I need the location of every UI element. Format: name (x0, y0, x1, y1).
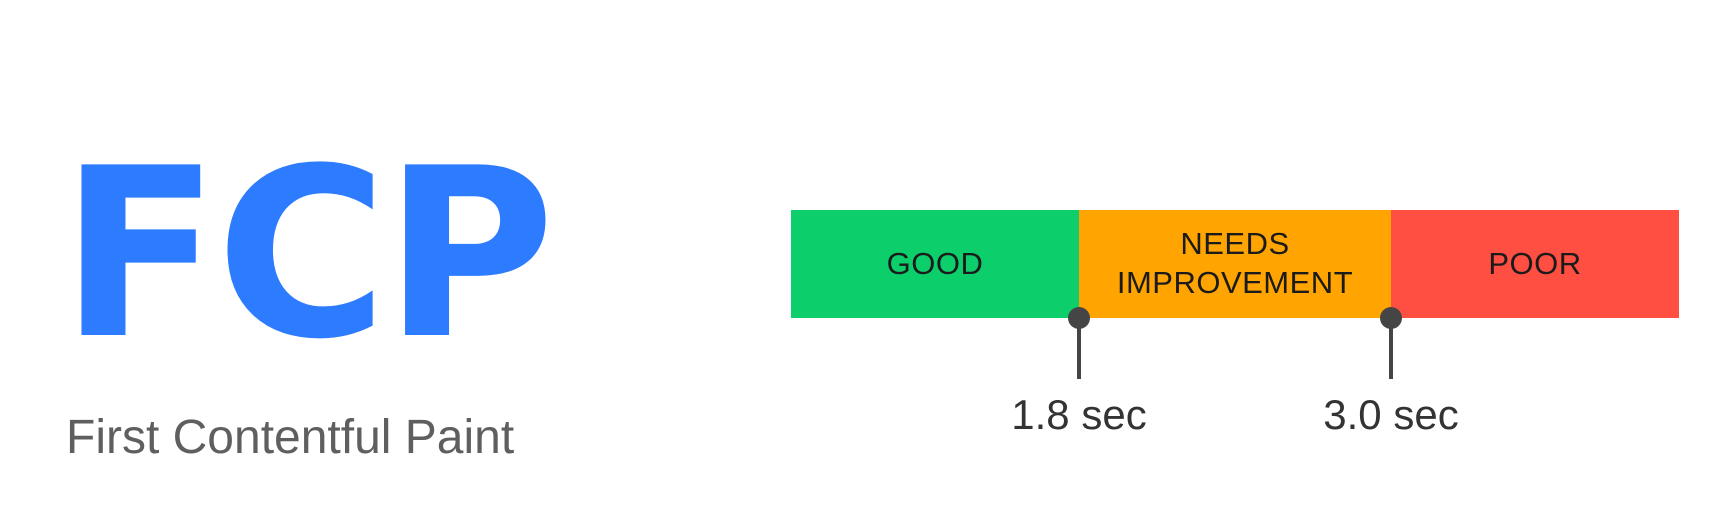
threshold-marker-2-label: 3.0 sec (1323, 391, 1459, 438)
segment-poor: POOR (1391, 210, 1679, 318)
segment-good-label: GOOD (886, 245, 984, 281)
metric-acronym: FCP (60, 119, 555, 391)
segment-good: GOOD (791, 210, 1079, 318)
segment-needs-improvement: NEEDS IMPROVEMENT (1079, 210, 1391, 318)
segment-needs-improvement-label-line-2: IMPROVEMENT (1116, 265, 1354, 300)
metric-full-name: First Contentful Paint (66, 411, 515, 464)
threshold-scale-bar: GOOD NEEDS IMPROVEMENT POOR (791, 210, 1679, 318)
segment-needs-improvement-label: NEEDS IMPROVEMENT (1117, 225, 1353, 303)
threshold-marker-1-label: 1.8 sec (1011, 391, 1147, 438)
threshold-marker-1-stem (1077, 318, 1081, 379)
segment-needs-improvement-label-line-1: NEEDS (1180, 226, 1290, 262)
threshold-marker-2-stem (1389, 318, 1393, 379)
segment-poor-label: POOR (1488, 245, 1582, 281)
